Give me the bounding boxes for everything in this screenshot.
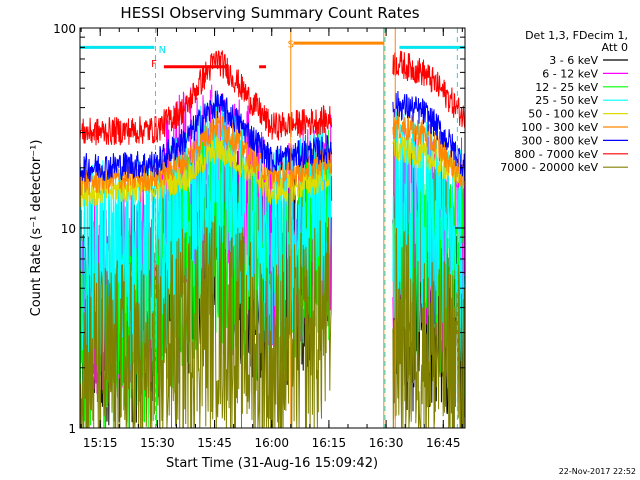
legend-label-6-12-kev: 6 - 12 keV xyxy=(542,67,598,80)
legend-label-7000-20000-kev: 7000 - 20000 keV xyxy=(500,161,598,174)
series-100-300-kev-line-2 xyxy=(392,111,466,190)
x-tick-label-7: 16:45 xyxy=(426,436,461,450)
legend-label-50-100-kev: 50 - 100 keV xyxy=(528,108,598,121)
legend-label-25-50-kev: 25 - 50 keV xyxy=(535,94,598,107)
series-50-100-kev-line-1 xyxy=(79,135,333,208)
series-300-800-kev-line-2 xyxy=(392,90,466,182)
y-tick-label-3: 100 xyxy=(53,22,76,36)
annotation-s: S xyxy=(288,39,294,50)
legend-label-3-6-kev: 3 - 6 keV xyxy=(549,54,598,67)
series-800-7000-kev-line-2 xyxy=(392,50,466,128)
legend-header-line-1: Det 1,3, FDecim 1, xyxy=(525,29,628,42)
y-ticks: 1 10 100 xyxy=(53,22,465,436)
legend-header-line-2: Att 0 xyxy=(602,41,628,54)
x-tick-label-2: 15:30 xyxy=(140,436,175,450)
y-axis-label: Count Rate (s⁻¹ detector⁻¹) xyxy=(29,140,44,317)
legend-label-12-25-kev: 12 - 25 keV xyxy=(535,81,598,94)
series-300-800-kev-line-1 xyxy=(79,90,333,183)
x-tick-label-3: 15:45 xyxy=(197,436,232,450)
y-tick-label-2: 10 xyxy=(61,222,76,236)
series-800-7000-kev-line-1 xyxy=(79,50,333,146)
series-7000-20000-kev-line-2 xyxy=(392,228,466,429)
x-tick-label-4: 16:00 xyxy=(254,436,289,450)
flag-layer xyxy=(80,41,465,69)
legend-label-800-7000-kev: 800 - 7000 keV xyxy=(514,148,598,161)
annotation-f: F xyxy=(151,59,157,70)
annot-layer: NF S xyxy=(151,39,294,69)
x-tick-label-5: 16:15 xyxy=(312,436,347,450)
x-axis-label: Start Time (31-Aug-16 15:09:42) xyxy=(166,456,378,471)
footer-date: 22-Nov-2017 22:52 xyxy=(559,467,636,476)
series-100-300-kev-line-1 xyxy=(79,111,333,196)
y-tick-label-1: 1 xyxy=(68,422,76,436)
annotation-n: N xyxy=(159,45,166,56)
series-7000-20000-kev-line-1 xyxy=(79,215,333,430)
x-tick-label-6: 16:30 xyxy=(369,436,404,450)
x-ticks: 15:15 15:30 15:45 16:00 16:15 16:30 16:45 xyxy=(80,28,463,450)
chart-title: HESSI Observing Summary Count Rates xyxy=(120,4,419,22)
legend-label-100-300-kev: 100 - 300 keV xyxy=(521,121,598,134)
series-layer xyxy=(79,50,466,430)
x-tick-label-1: 15:15 xyxy=(83,436,118,450)
legend-label-300-800-kev: 300 - 800 keV xyxy=(521,134,598,147)
